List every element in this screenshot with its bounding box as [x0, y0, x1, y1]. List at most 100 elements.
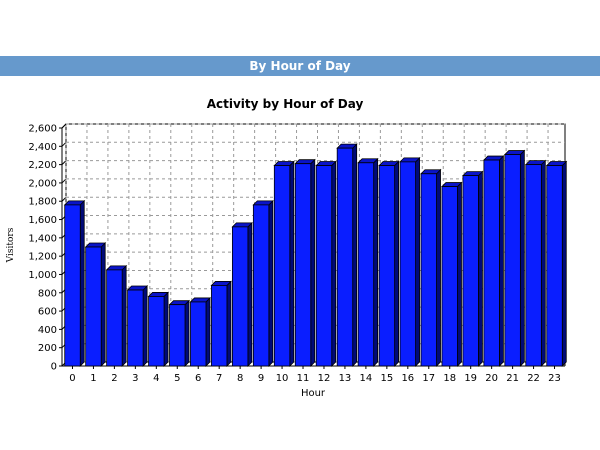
y-tick-label: 400: [38, 325, 57, 336]
bar: [483, 159, 500, 367]
bar-side: [499, 155, 504, 367]
y-axis-label: Visitors: [6, 227, 16, 263]
x-tick-label: 21: [506, 373, 519, 384]
y-tick-label: 600: [38, 307, 57, 318]
y-tick-label: 200: [38, 343, 57, 354]
x-tick-label: 12: [318, 373, 331, 384]
bar-side: [457, 181, 462, 367]
bar-top: [189, 297, 211, 303]
bar-side: [205, 296, 211, 367]
bar: [64, 204, 81, 367]
bar: [294, 163, 312, 367]
bar-top: [357, 158, 379, 164]
axis-depth-tick: [61, 178, 67, 184]
bar-top: [315, 161, 337, 166]
y-tick-label: 2,000: [28, 178, 57, 189]
bar: [399, 161, 416, 367]
bar-top: [63, 200, 86, 206]
bar: [420, 173, 437, 367]
y-tick-label: 2,200: [28, 160, 57, 171]
bar-top: [441, 182, 463, 187]
bar: [504, 154, 521, 367]
axis-depth-top: [61, 123, 67, 129]
bar-top: [420, 169, 442, 175]
y-tick-label: 1,600: [28, 215, 57, 226]
bar-side: [121, 264, 127, 367]
x-tick-label: 14: [360, 373, 373, 384]
x-tick-label: 17: [422, 373, 435, 384]
bar-top: [84, 242, 107, 248]
bar-top: [294, 159, 316, 165]
y-tick-label: 2,600: [28, 124, 57, 135]
x-tick-label: 0: [69, 373, 75, 384]
section-header: By Hour of Day: [0, 56, 600, 76]
bar-side: [142, 285, 148, 367]
bar: [315, 165, 333, 367]
bar: [127, 289, 144, 367]
x-tick-label: 20: [485, 373, 498, 384]
bar: [252, 204, 270, 367]
bar: [441, 186, 458, 367]
bar: [190, 301, 207, 367]
bar-top: [399, 157, 421, 163]
chart-title: Activity by Hour of Day: [207, 97, 364, 111]
y-tick-label: 1,000: [28, 270, 57, 281]
axis-depth-tick: [61, 160, 67, 165]
y-tick-label: 1,200: [28, 252, 57, 263]
y-tick-label: 800: [38, 288, 57, 299]
x-tick-label: 5: [174, 373, 180, 384]
bar-side: [247, 221, 253, 367]
bar-top: [231, 222, 253, 228]
bar: [357, 162, 375, 367]
bar-top: [378, 161, 400, 166]
x-tick-label: 23: [548, 373, 561, 384]
x-tick-label: 15: [380, 373, 393, 384]
x-tick-label: 18: [443, 373, 456, 384]
x-tick-label: 4: [153, 373, 159, 384]
bar-side: [268, 199, 274, 367]
bar-top: [105, 265, 128, 271]
x-tick-label: 13: [339, 373, 352, 384]
bar-top: [252, 200, 274, 206]
y-tick-label: 0: [51, 362, 57, 373]
bar-side: [540, 159, 546, 367]
x-tick-label: 11: [297, 373, 310, 384]
bar-side: [310, 158, 316, 367]
bar: [273, 165, 291, 367]
bar: [148, 296, 165, 367]
bar-side: [436, 168, 441, 367]
plot-area: 02004006008001,0001,2001,4001,6001,8002,…: [28, 123, 568, 384]
bar: [525, 164, 542, 367]
axis-depth-tick: [61, 196, 67, 202]
bar: [211, 285, 228, 367]
bar-top: [503, 150, 526, 155]
y-tick-label: 2,400: [28, 142, 57, 153]
bar-top: [336, 143, 358, 149]
bar-top: [147, 292, 170, 297]
x-tick-label: 8: [237, 373, 243, 384]
bar-top: [524, 160, 547, 166]
x-tick-label: 9: [258, 373, 264, 384]
bar-side: [394, 160, 400, 367]
axis-depth-tick: [61, 141, 67, 147]
bar-top: [482, 155, 505, 161]
bar-side: [352, 143, 358, 367]
bar-side: [100, 242, 106, 367]
x-axis-label: Hour: [301, 388, 326, 399]
bar: [169, 304, 186, 367]
bar-side: [79, 199, 85, 367]
bar: [85, 246, 102, 367]
bar-side: [226, 280, 232, 367]
bar-side: [415, 156, 420, 367]
bar-side: [331, 160, 337, 367]
x-tick-label: 22: [527, 373, 540, 384]
bar: [336, 147, 354, 367]
bar: [106, 269, 123, 367]
x-tick-label: 19: [464, 373, 477, 384]
x-tick-label: 3: [132, 373, 138, 384]
bar-top: [210, 281, 232, 286]
bar-side: [289, 160, 295, 367]
bar-side: [184, 299, 190, 367]
x-tick-label: 10: [276, 373, 289, 384]
